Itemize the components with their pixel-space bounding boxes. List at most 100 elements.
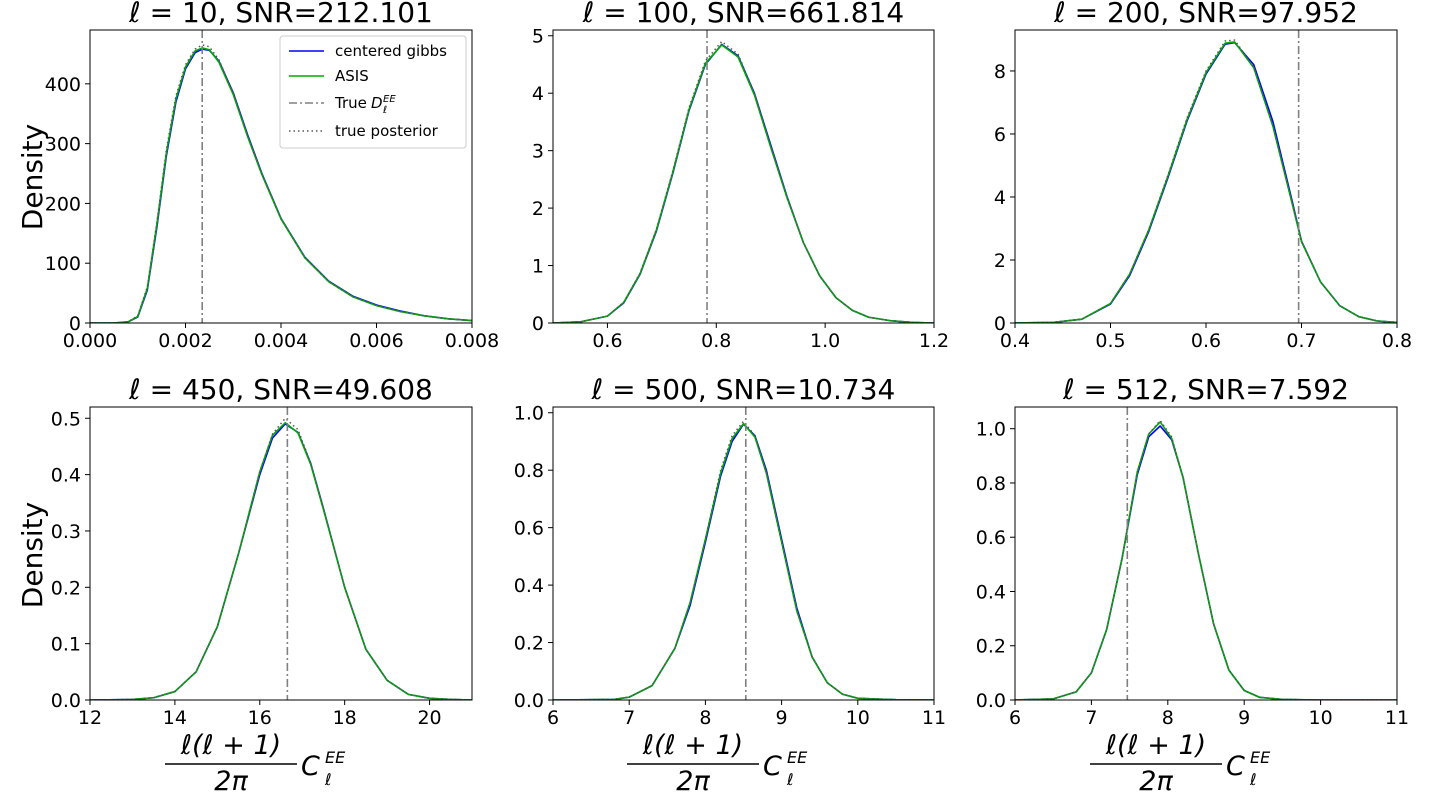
x-tick-label: 0.004 [254,330,308,352]
x-tick-label: 9 [776,707,788,729]
y-tick-label: 0.2 [514,633,544,655]
series-line-centered-gibbs [553,423,934,700]
x-label-denominator: 2π [676,766,710,797]
y-tick-label: 5 [532,26,544,48]
y-tick-label: 8 [994,61,1006,83]
x-tick-label: 0.8 [1382,330,1412,352]
series-line-true-posterior [553,420,934,700]
legend-label: ASIS [335,67,369,85]
plot-area [553,30,934,323]
x-tick-label: 6 [1009,707,1021,729]
y-tick-label: 0.4 [514,575,544,597]
y-tick-label: 1.0 [514,403,544,425]
legend-math-superscript: EE [383,94,396,105]
x-label-subscript: ℓ [324,770,332,789]
y-tick-label: 0 [994,313,1006,335]
series-line-true-posterior [553,40,934,323]
x-tick-label: 10 [1309,707,1333,729]
y-tick-label: 300 [45,134,81,156]
series-line-asis [90,421,472,700]
x-label-numerator: ℓ(ℓ + 1) [180,730,281,761]
x-label-symbol: C [763,751,782,782]
x-tick-label: 1.0 [810,330,840,352]
panel-5: ℓ = 500, SNR=10.734 6 7 8 9 10 11 0.0 0.2 0.4 0.6 0… [514,373,946,729]
series-line-true-posterior [1015,419,1397,700]
panel-3: ℓ = 200, SNR=97.952 0.4 0.5 0.6 0.7 0.8 0 2 4 6 8 [994,0,1412,352]
legend-item: True D EEℓ [289,94,396,116]
axes-frame [89,406,473,701]
x-tick-label: 18 [333,707,357,729]
x-label-superscript: EE [1250,748,1271,767]
x-axis-label: ℓ(ℓ + 1) 2π C EE ℓ [627,730,808,797]
x-label-symbol: C [1226,751,1245,782]
x-label-superscript: EE [325,748,346,767]
x-label-subscript: ℓ [786,770,794,789]
legend: centered gibbs ASIS True D EEℓ true posterio… [279,35,467,149]
panel-title: ℓ = 500, SNR=10.734 [591,373,896,406]
x-tick-label: 0.7 [1286,330,1316,352]
legend-label: True [334,94,367,112]
x-tick-label: 0.002 [158,330,212,352]
plot-area [90,30,472,323]
x-tick-label: 0.008 [445,330,499,352]
x-tick-label: 20 [417,707,441,729]
y-tick-label: 0.4 [51,465,81,487]
x-tick-label: 7 [623,707,635,729]
y-tick-label: 6 [994,124,1006,146]
x-tick-label: 10 [846,707,870,729]
series-line-centered-gibbs [1015,425,1397,700]
x-axis-label: ℓ(ℓ + 1) 2π C EE ℓ [1090,730,1271,797]
y-tick-label: 100 [45,253,81,275]
y-tick-label: 200 [45,193,81,215]
y-tick-label: 0.6 [514,518,544,540]
x-label-symbol: C [301,751,320,782]
panel-4: ℓ = 450, SNR=49.608 12 14 16 18 20 0.0 0.1 0.2 0.… [51,373,473,729]
y-tick-label: 0.0 [514,690,544,712]
y-axis-label: Density [16,124,49,230]
series-line-asis [553,422,934,700]
series-line-asis [1015,41,1397,323]
x-tick-label: 0.000 [63,330,117,352]
x-tick-label: 12 [78,707,102,729]
y-tick-label: 0.8 [976,473,1006,495]
axes-frame [1014,406,1398,701]
series-line-true-posterior [90,44,472,323]
series-line-true-posterior [90,417,472,700]
plot-area [1015,30,1397,323]
series-line-centered-gibbs [90,423,472,700]
x-label-subscript: ℓ [1249,770,1257,789]
y-tick-label: 3 [532,141,544,163]
legend-item: ASIS [289,67,369,85]
y-tick-label: 0.3 [51,521,81,543]
y-tick-label: 0.0 [51,690,81,712]
x-tick-label: 14 [163,707,187,729]
y-tick-label: 2 [532,198,544,220]
y-tick-label: 0.0 [976,690,1006,712]
series-line-true-posterior [1015,39,1397,323]
x-tick-label: 1.2 [919,330,949,352]
x-axis-label: ℓ(ℓ + 1) 2π C EE ℓ [165,730,346,797]
y-tick-label: 1 [532,256,544,278]
legend-label: true posterior [335,122,439,140]
x-tick-label: 16 [248,707,272,729]
x-tick-label: 0.8 [701,330,731,352]
y-tick-label: 0 [532,313,544,335]
y-tick-label: 0 [69,313,81,335]
legend-item: true posterior [289,122,439,140]
x-tick-label: 0.6 [592,330,622,352]
x-tick-label: 0.6 [1191,330,1221,352]
y-tick-label: 0.2 [976,636,1006,658]
y-tick-label: 2 [994,250,1006,272]
x-tick-label: 0.5 [1095,330,1125,352]
legend-math-symbol: D [371,94,383,112]
panel-title: ℓ = 100, SNR=661.814 [582,0,905,29]
y-tick-label: 0.8 [514,460,544,482]
axes-frame [552,29,935,324]
panel-title: ℓ = 450, SNR=49.608 [128,373,433,406]
x-label-denominator: 2π [1139,766,1173,797]
y-axis-label: Density [16,502,49,608]
x-tick-label: 7 [1085,707,1097,729]
legend-math-subscript: ℓ [383,105,387,116]
plot-area [553,407,934,700]
